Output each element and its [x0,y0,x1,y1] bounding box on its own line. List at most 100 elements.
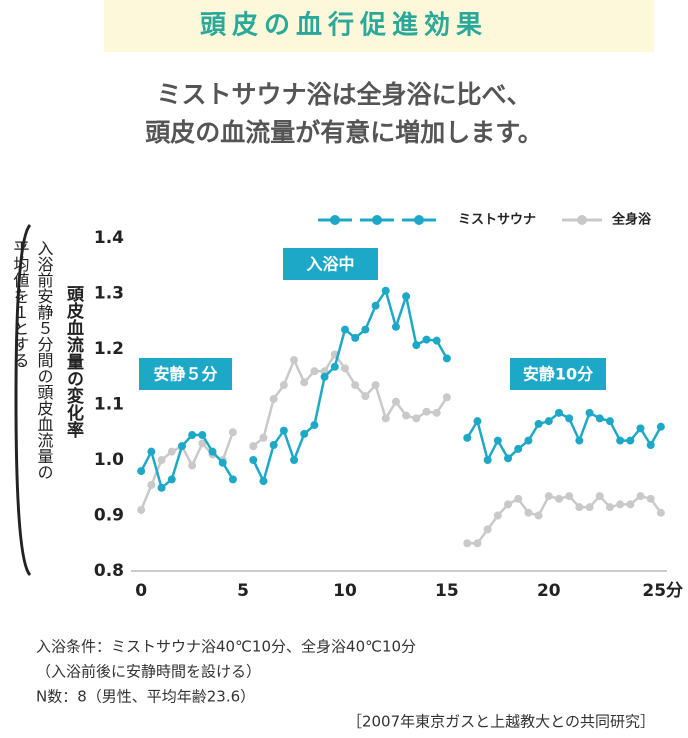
point [208,447,217,456]
y-tick-label: 1.0 [94,450,124,470]
point [290,456,299,464]
point [249,442,258,451]
point [605,417,614,426]
annotation: 安静５分 [153,365,217,384]
point [279,426,288,435]
point [157,456,166,464]
point [147,447,156,456]
point [463,539,472,548]
point [524,436,533,445]
footnote: 入浴条件：ミストサウナ浴40℃10分、全身浴40℃10分 [36,638,416,656]
point [228,428,237,437]
point [554,408,563,417]
legend-swatch [372,215,382,225]
point [371,381,380,390]
point [300,429,309,438]
point [371,301,380,310]
x-tick-label: 15 [435,581,459,601]
point [198,439,207,448]
point [483,525,492,534]
point [228,475,237,484]
point [381,414,390,423]
point [636,424,645,433]
point [391,397,400,406]
point [381,286,390,295]
point [188,431,197,440]
point [361,392,370,401]
x-tick-label: 0 [135,581,147,601]
point [646,494,655,503]
title-band [104,0,654,52]
point [656,508,665,517]
point [218,458,227,467]
point [636,492,645,501]
point [514,494,523,503]
point [616,500,625,509]
legend-swatch [414,215,424,225]
point [544,417,553,426]
point [422,407,431,416]
source: ［2007年東京ガスと上越教大との共同研究］ [347,713,655,731]
point [290,356,299,365]
point [432,408,441,417]
point [188,461,197,470]
legend-swatch [577,215,587,225]
point [616,436,625,445]
point [157,483,166,492]
point [300,378,309,387]
point [279,381,288,390]
point [249,456,258,464]
point [585,408,594,417]
point [198,431,207,440]
point [330,362,339,371]
point [412,341,421,350]
point [565,414,574,423]
point [137,467,146,476]
annotation: 入浴中 [306,255,354,274]
point [402,411,411,420]
point [177,442,186,451]
annotation: 安静10分 [523,365,593,384]
annotation-box [283,248,378,280]
point [605,503,614,512]
point [442,354,451,363]
point [167,447,176,456]
y-tick-label: 1.4 [94,228,124,248]
point [595,492,604,501]
y-tick-label: 1.3 [94,284,124,304]
y-tick-label: 1.2 [94,339,124,359]
point [575,436,584,445]
y-tick-label: 0.8 [94,561,124,581]
point [391,322,400,331]
paren [14,223,32,577]
x-tick-label: 10 [333,581,357,601]
point [361,325,370,334]
point [646,441,655,450]
subtitle: 頭皮の血流量が有意に増加します。 [145,118,543,147]
y-note: 平均値を１とする [11,240,30,368]
point [493,436,502,445]
footnote: N数：8（男性、平均年齢23.6） [36,688,255,706]
x-tick-label: 25分 [642,581,683,601]
footnote: （入浴前後に安静時間を設ける） [36,663,261,681]
y-axis-label: 頭皮血流量の変化率 [63,285,84,439]
y-tick-label: 1.1 [94,395,124,415]
point [483,456,492,464]
point [269,441,278,450]
x-tick-label: 20 [537,581,561,601]
point [595,414,604,423]
point [259,433,268,442]
point [656,422,665,431]
point [554,494,563,503]
point [351,333,360,342]
annotation-box [139,358,232,390]
point [340,364,349,373]
subtitle: ミストサウナ浴は全身浴に比べ、 [156,80,531,109]
point [351,381,360,390]
point [269,394,278,403]
point [137,505,146,514]
x-tick-label: 5 [237,581,249,601]
point [514,444,523,453]
y-tick-label: 0.9 [94,506,124,526]
